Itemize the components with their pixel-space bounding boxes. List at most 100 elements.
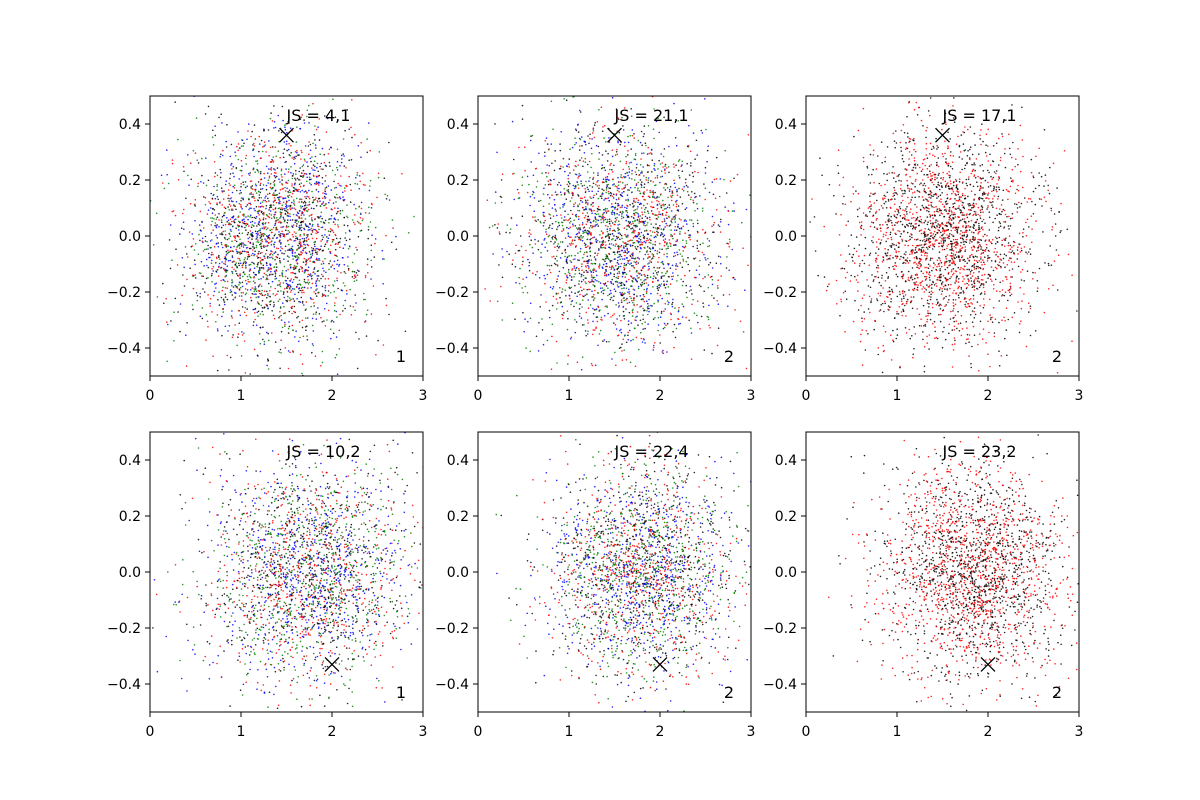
scatter-point [611, 222, 614, 224]
scatter-point [245, 292, 248, 295]
scatter-point [622, 283, 625, 285]
scatter-point [755, 301, 757, 303]
scatter-point [275, 201, 278, 204]
scatter-point [312, 330, 315, 332]
scatter-point [497, 223, 500, 225]
scatter-point [314, 249, 317, 252]
scatter-point [284, 173, 286, 175]
scatter-point [275, 277, 278, 280]
scatter-point [605, 285, 608, 287]
scatter-point [586, 238, 588, 241]
scatter-point [279, 261, 282, 264]
scatter-point [322, 202, 324, 205]
scatter-point [140, 225, 142, 227]
scatter-point [559, 257, 562, 259]
scatter-point [338, 348, 341, 350]
scatter-point [592, 196, 595, 199]
scatter-point [262, 217, 265, 219]
scatter-point [644, 208, 646, 211]
scatter-point [275, 266, 278, 269]
scatter-point [332, 239, 335, 241]
scatter-point [226, 287, 228, 290]
scatter-point [299, 353, 302, 356]
scatter-point [237, 220, 240, 223]
scatter-point [605, 253, 607, 256]
scatter-point [292, 287, 294, 290]
scatter-point [199, 239, 201, 242]
scatter-point [308, 189, 310, 192]
scatter-point [637, 139, 640, 142]
scatter-point [545, 233, 548, 235]
scatter-point [644, 230, 646, 232]
scatter-point [674, 244, 676, 246]
scatter-point [772, 122, 774, 124]
scatter-point [643, 288, 645, 291]
scatter-point [205, 157, 207, 159]
scatter-point [520, 245, 523, 248]
scatter-point [262, 146, 264, 148]
scatter-point [335, 201, 337, 203]
scatter-point [241, 299, 243, 301]
scatter-point [320, 263, 323, 265]
scatter-point [611, 213, 613, 216]
scatter-point [257, 212, 260, 214]
scatter-point [262, 184, 265, 186]
scatter-point [660, 206, 663, 209]
scatter-point [685, 207, 688, 209]
scatter-point [241, 334, 244, 336]
scatter-point [298, 287, 301, 289]
scatter-point [288, 142, 290, 145]
scatter-point [329, 250, 332, 253]
scatter-point [603, 137, 605, 139]
scatter-point [311, 317, 314, 320]
scatter-point [570, 261, 573, 264]
scatter-point [330, 146, 332, 149]
scatter-point [242, 197, 244, 199]
scatter-point [287, 148, 290, 151]
scatter-point [587, 333, 589, 335]
scatter-point [598, 109, 600, 111]
scatter-point [578, 228, 581, 231]
scatter-point [698, 265, 701, 268]
scatter-point [594, 121, 596, 124]
scatter-point [249, 221, 252, 224]
scatter-point [240, 197, 243, 199]
scatter-point [209, 302, 211, 305]
scatter-point [516, 188, 519, 191]
scatter-point [240, 170, 243, 172]
scatter-point [232, 298, 235, 301]
scatter-point [654, 169, 656, 171]
scatter-point [259, 231, 262, 234]
scatter-point [138, 221, 140, 223]
scatter-point [522, 291, 524, 294]
scatter-point [292, 175, 294, 177]
scatter-point [647, 284, 650, 286]
scatter-point [257, 253, 260, 255]
scatter-point [385, 297, 387, 300]
scatter-point [306, 109, 309, 112]
scatter-point [265, 151, 267, 153]
scatter-point [568, 181, 570, 184]
scatter-point [307, 196, 310, 198]
scatter-point [511, 120, 514, 123]
scatter-point [332, 231, 335, 234]
scatter-point [618, 187, 620, 190]
scatter-point [573, 219, 575, 221]
scatter-point [580, 235, 582, 237]
scatter-point [719, 221, 722, 223]
scatter-point [270, 161, 273, 163]
scatter-point [724, 206, 726, 208]
scatter-point [325, 271, 327, 274]
scatter-point [618, 286, 620, 288]
scatter-point [280, 226, 282, 229]
scatter-point [634, 365, 637, 368]
scatter-point [586, 186, 589, 189]
scatter-point [640, 337, 643, 340]
scatter-point [340, 161, 343, 164]
scatter-point [336, 148, 339, 151]
scatter-point [648, 307, 650, 310]
scatter-point [559, 191, 562, 193]
scatter-point [267, 332, 270, 335]
scatter-point [288, 243, 290, 246]
scatter-point [209, 246, 211, 249]
